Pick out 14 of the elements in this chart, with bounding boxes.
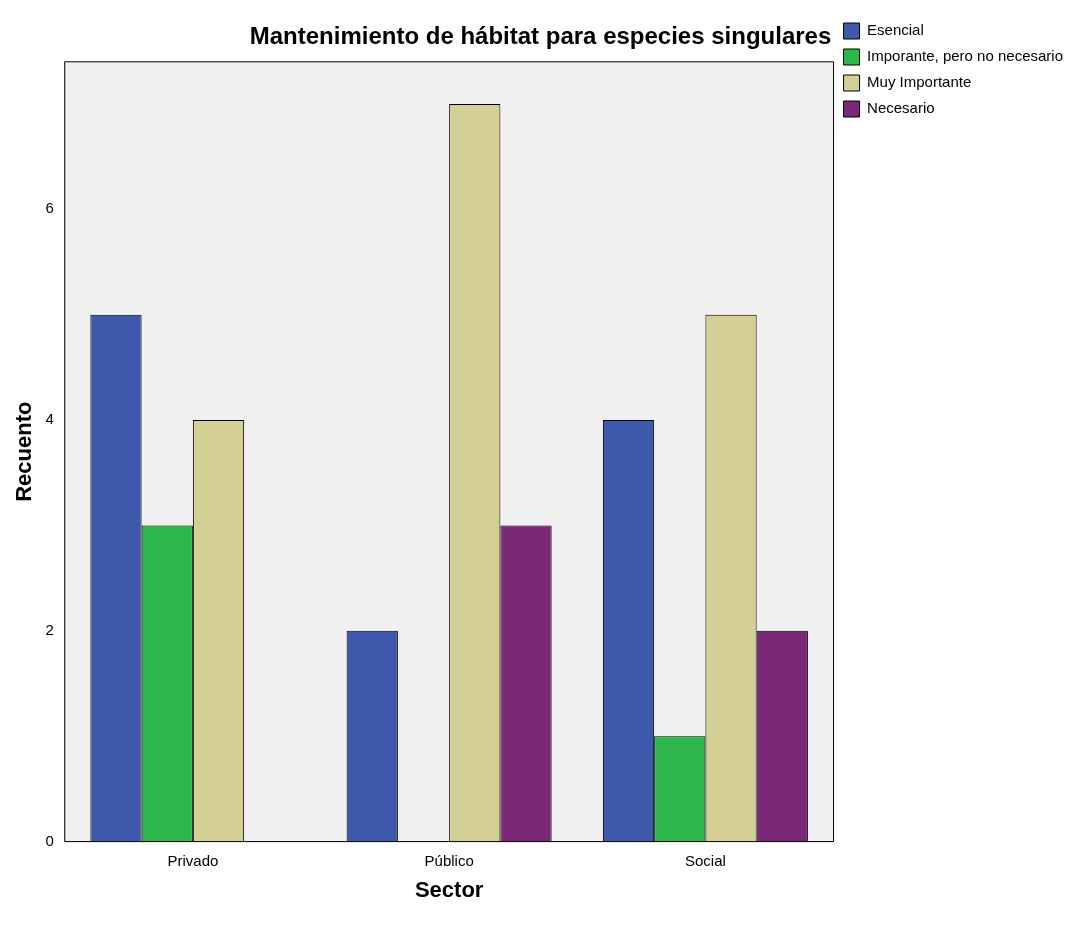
y-tick-label: 4	[45, 410, 54, 428]
legend-label: Imporante, pero no necesario	[867, 47, 1063, 65]
x-tick-label: Social	[684, 851, 726, 869]
y-tick-label: 0	[45, 831, 54, 849]
legend-label: Necesario	[867, 99, 935, 117]
chart-title: Mantenimiento de hábitat para especies singulares	[249, 22, 832, 50]
x-tick-label: Público	[424, 851, 474, 869]
y-tick-label: 6	[45, 199, 54, 217]
legend-label: Esencial	[867, 21, 924, 39]
x-axis-title: Sector	[414, 876, 484, 902]
y-tick-label: 2	[45, 620, 54, 638]
y-axis-title: Recuento	[11, 401, 37, 502]
legend-label: Muy Importante	[867, 73, 972, 91]
x-tick-label: Privado	[167, 851, 219, 869]
